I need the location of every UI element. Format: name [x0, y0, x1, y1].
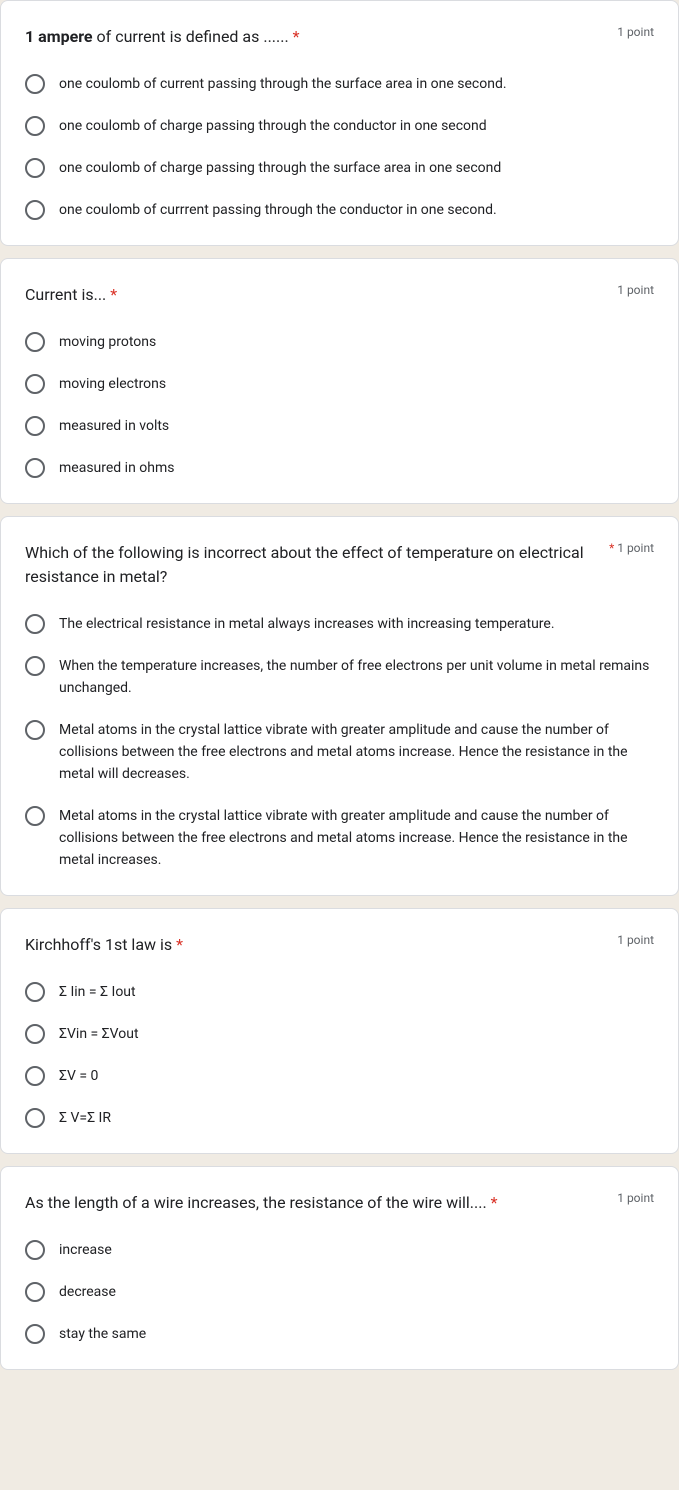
question-title-bold: 1 ampere: [25, 27, 93, 46]
question-header: As the length of a wire increases, the r…: [25, 1191, 654, 1215]
radio-icon[interactable]: [25, 806, 45, 826]
question-card: Current is... *1 pointmoving protonsmovi…: [0, 258, 679, 504]
option-text: moving protons: [59, 331, 156, 353]
question-title-text: As the length of a wire increases, the r…: [25, 1193, 491, 1212]
option-row[interactable]: ΣV = 0: [25, 1065, 654, 1087]
option-row[interactable]: When the temperature increases, the numb…: [25, 655, 654, 699]
option-text: When the temperature increases, the numb…: [59, 655, 654, 699]
option-text: The electrical resistance in metal alway…: [59, 613, 555, 635]
points-text: 1 point: [617, 25, 654, 39]
radio-icon[interactable]: [25, 1024, 45, 1044]
points-text: 1 point: [617, 933, 654, 947]
question-card: As the length of a wire increases, the r…: [0, 1166, 679, 1370]
option-text: Metal atoms in the crystal lattice vibra…: [59, 719, 654, 785]
option-row[interactable]: decrease: [25, 1281, 654, 1303]
question-card: Kirchhoff's 1st law is *1 pointΣ Iin = Σ…: [0, 908, 679, 1154]
option-text: ΣV = 0: [59, 1065, 98, 1087]
option-text: measured in ohms: [59, 457, 174, 479]
radio-icon[interactable]: [25, 1282, 45, 1302]
points-label: 1 point: [617, 1191, 654, 1205]
option-row[interactable]: ΣVin = ΣVout: [25, 1023, 654, 1045]
question-card: Which of the following is incorrect abou…: [0, 516, 679, 896]
option-text: one coulomb of charge passing through th…: [59, 157, 501, 179]
points-label: 1 point: [617, 25, 654, 39]
radio-icon[interactable]: [25, 1066, 45, 1086]
option-row[interactable]: The electrical resistance in metal alway…: [25, 613, 654, 635]
points-label: 1 point: [617, 933, 654, 947]
option-row[interactable]: increase: [25, 1239, 654, 1261]
points-text: 1 point: [617, 1191, 654, 1205]
option-text: measured in volts: [59, 415, 169, 437]
option-row[interactable]: one coulomb of charge passing through th…: [25, 115, 654, 137]
option-row[interactable]: Σ Iin = Σ Iout: [25, 981, 654, 1003]
option-row[interactable]: Metal atoms in the crystal lattice vibra…: [25, 805, 654, 871]
option-text: one coulomb of current passing through t…: [59, 73, 507, 95]
option-text: Σ V=Σ IR: [59, 1107, 111, 1129]
radio-icon[interactable]: [25, 614, 45, 634]
option-row[interactable]: measured in volts: [25, 415, 654, 437]
radio-icon[interactable]: [25, 458, 45, 478]
option-row[interactable]: Σ V=Σ IR: [25, 1107, 654, 1129]
points-label: 1 point: [617, 283, 654, 297]
option-row[interactable]: one coulomb of current passing through t…: [25, 73, 654, 95]
option-row[interactable]: one coulomb of currrent passing through …: [25, 199, 654, 221]
question-header: Kirchhoff's 1st law is *1 point: [25, 933, 654, 957]
required-asterisk: *: [609, 541, 617, 555]
radio-icon[interactable]: [25, 1240, 45, 1260]
question-header: Which of the following is incorrect abou…: [25, 541, 654, 589]
option-text: decrease: [59, 1281, 116, 1303]
option-row[interactable]: one coulomb of charge passing through th…: [25, 157, 654, 179]
points-label: * 1 point: [609, 541, 654, 555]
option-text: ΣVin = ΣVout: [59, 1023, 139, 1045]
question-title: 1 ampere of current is defined as ......…: [25, 25, 617, 49]
required-asterisk: *: [293, 27, 300, 46]
option-row[interactable]: stay the same: [25, 1323, 654, 1345]
option-row[interactable]: moving protons: [25, 331, 654, 353]
radio-icon[interactable]: [25, 374, 45, 394]
question-title: Which of the following is incorrect abou…: [25, 541, 609, 589]
required-asterisk: *: [110, 285, 117, 304]
points-text: 1 point: [617, 283, 654, 297]
question-title-text: Current is...: [25, 285, 110, 304]
option-row[interactable]: measured in ohms: [25, 457, 654, 479]
radio-icon[interactable]: [25, 720, 45, 740]
question-title-text: Which of the following is incorrect abou…: [25, 543, 584, 586]
option-row[interactable]: Metal atoms in the crystal lattice vibra…: [25, 719, 654, 785]
option-text: Metal atoms in the crystal lattice vibra…: [59, 805, 654, 871]
question-card: 1 ampere of current is defined as ......…: [0, 0, 679, 246]
question-title: As the length of a wire increases, the r…: [25, 1191, 617, 1215]
radio-icon[interactable]: [25, 158, 45, 178]
radio-icon[interactable]: [25, 416, 45, 436]
option-text: stay the same: [59, 1323, 146, 1345]
radio-icon[interactable]: [25, 200, 45, 220]
required-asterisk: *: [176, 935, 183, 954]
question-header: 1 ampere of current is defined as ......…: [25, 25, 654, 49]
question-title: Kirchhoff's 1st law is *: [25, 933, 617, 957]
required-asterisk: *: [491, 1193, 498, 1212]
option-text: one coulomb of charge passing through th…: [59, 115, 487, 137]
question-header: Current is... *1 point: [25, 283, 654, 307]
question-title-text: of current is defined as ......: [93, 27, 293, 46]
points-text: 1 point: [617, 541, 654, 555]
radio-icon[interactable]: [25, 74, 45, 94]
radio-icon[interactable]: [25, 1108, 45, 1128]
option-text: moving electrons: [59, 373, 166, 395]
option-text: increase: [59, 1239, 112, 1261]
question-title: Current is... *: [25, 283, 617, 307]
question-title-text: Kirchhoff's 1st law is: [25, 935, 176, 954]
option-row[interactable]: moving electrons: [25, 373, 654, 395]
radio-icon[interactable]: [25, 116, 45, 136]
radio-icon[interactable]: [25, 1324, 45, 1344]
radio-icon[interactable]: [25, 982, 45, 1002]
option-text: Σ Iin = Σ Iout: [59, 981, 136, 1003]
option-text: one coulomb of currrent passing through …: [59, 199, 497, 221]
radio-icon[interactable]: [25, 332, 45, 352]
radio-icon[interactable]: [25, 656, 45, 676]
